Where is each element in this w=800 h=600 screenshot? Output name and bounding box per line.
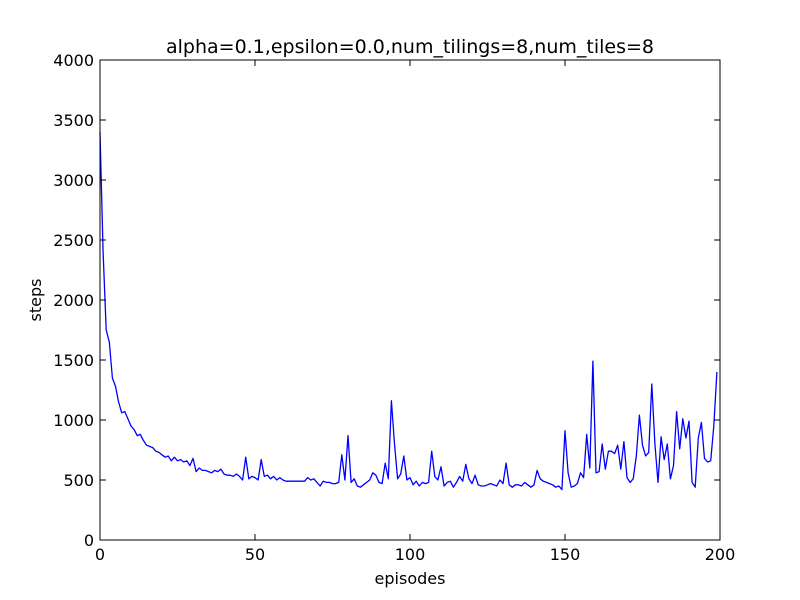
chart-title: alpha=0.1,epsilon=0.0,num_tilings=8,num_… (166, 36, 654, 58)
y-tick-label: 500 (63, 471, 94, 490)
x-tick-label: 150 (550, 545, 581, 564)
x-axis: 0 50 100 150 200 (95, 60, 735, 564)
y-tick-label: 2000 (53, 291, 94, 310)
series-line-0 (99, 131, 718, 491)
x-axis-label: episodes (375, 569, 446, 588)
y-tick-label: 3500 (53, 111, 94, 130)
x-tick-label: 0 (95, 545, 105, 564)
y-tick-label: 1500 (53, 351, 94, 370)
x-tick-label: 50 (245, 545, 265, 564)
plot-frame (99, 59, 721, 541)
plot-area (99, 131, 718, 491)
x-tick-label: 200 (705, 545, 736, 564)
y-tick-label: 4000 (53, 51, 94, 70)
y-axis-label: steps (26, 279, 45, 322)
y-tick-label: 3000 (53, 171, 94, 190)
y-axis: 0 500 1000 1500 2000 2500 3000 3500 4000 (53, 51, 720, 550)
x-tick-label: 100 (395, 545, 426, 564)
y-tick-label: 2500 (53, 231, 94, 250)
y-tick-label: 1000 (53, 411, 94, 430)
y-tick-label: 0 (84, 531, 94, 550)
